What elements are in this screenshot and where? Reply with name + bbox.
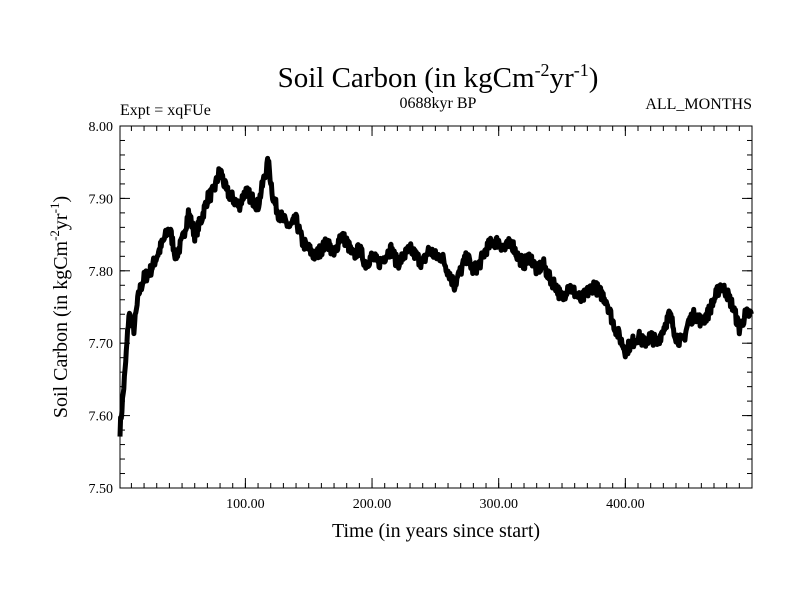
x-tick-label: 200.00	[353, 497, 392, 512]
plot-frame	[119, 125, 753, 489]
y-tick-label: 8.00	[89, 120, 114, 135]
y-axis-ticks: 7.50 7.60 7.70 7.80 7.90 8.00	[89, 120, 752, 497]
y-tick-label: 7.70	[89, 337, 114, 352]
period-label: 0688kyr BP	[400, 95, 477, 112]
y-tick-label: 7.80	[89, 265, 114, 280]
x-tick-label: 400.00	[606, 497, 645, 512]
x-axis-label: Time (in years since start)	[332, 520, 540, 542]
months-label: ALL_MONTHS	[645, 96, 752, 113]
chart-title: Soil Carbon (in kgCm-2yr-1)	[278, 60, 599, 94]
x-axis-ticks: 100.00 200.00 300.00 400.00	[226, 126, 645, 512]
y-tick-label: 7.50	[89, 482, 114, 497]
x-tick-label: 300.00	[479, 497, 518, 512]
series-line-soil-carbon	[117, 155, 754, 437]
x-tick-label: 100.00	[226, 497, 265, 512]
y-tick-label: 7.90	[89, 192, 114, 207]
experiment-label: Expt = xqFUe	[120, 102, 211, 119]
y-tick-label: 7.60	[89, 410, 114, 425]
y-axis-label: Soil Carbon (in kgCm-2yr-1)	[47, 196, 72, 418]
